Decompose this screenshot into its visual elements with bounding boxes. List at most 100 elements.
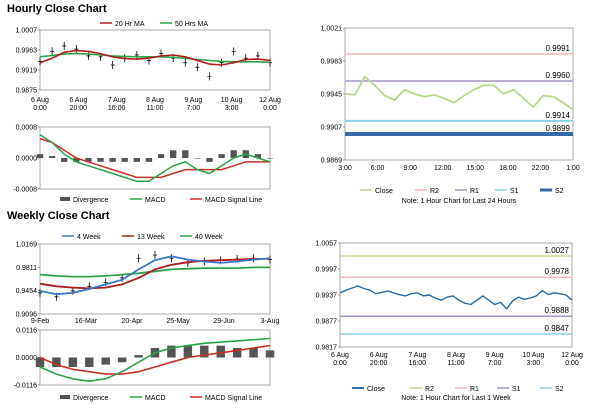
weekly-levels-note: Note: 1 Hour Chart for Last 1 Week bbox=[401, 395, 511, 402]
hourly-macd-divergence-bar bbox=[254, 154, 262, 158]
hourly-levels-s2-label: 0.9899 bbox=[546, 124, 571, 133]
weekly-macd-ytick-label: 0.0000 bbox=[16, 355, 38, 362]
weekly-price-xtick-label: 25-May bbox=[166, 318, 190, 325]
hourly-levels-ytick-label: 0.9869 bbox=[321, 158, 343, 165]
hourly-levels-s2-legend-label: S2 bbox=[555, 188, 564, 195]
hourly-price-xtick-label: 10 Aug bbox=[221, 97, 243, 104]
hourly-levels-r1-legend-label: R1 bbox=[470, 188, 479, 195]
hourly-price-xtick-label: 20:00 bbox=[70, 105, 88, 112]
hourly-macd-ytick-label: -0.0008 bbox=[13, 187, 37, 194]
hourly-price-ytick-label: 0.9919 bbox=[16, 68, 38, 75]
weekly-levels-xtick-label: 20:00 bbox=[370, 360, 388, 367]
hourly-levels-r2-legend-label: R2 bbox=[430, 188, 439, 195]
weekly-price-ytick-label: 0.9811 bbox=[16, 265, 37, 272]
weekly-levels-xtick-label: 12 Aug bbox=[561, 352, 583, 359]
weekly-price-ytick-label: 0.9096 bbox=[16, 312, 38, 319]
weekly-macd-macd-line bbox=[39, 337, 271, 383]
hourly-price-ytick-label: 0.9963 bbox=[16, 48, 38, 55]
weekly-macd-ytick-label: -0.0116 bbox=[14, 383, 37, 390]
weekly-macd-divergence-legend-label: Divergence bbox=[73, 395, 109, 402]
hourly-levels-s1-label: 0.9914 bbox=[546, 111, 571, 120]
hourly-macd-signal-legend-label: MACD Signal Line bbox=[205, 197, 262, 204]
weekly-levels-s2-legend-label: S2 bbox=[555, 386, 564, 393]
hourly-macd-divergence-bar bbox=[194, 158, 201, 159]
weekly-levels-r2-legend-label: R2 bbox=[425, 386, 434, 393]
hourly-price-xtick-label: 6 Aug bbox=[31, 97, 49, 104]
hourly-macd-divergence-bar bbox=[97, 158, 104, 162]
hourly-levels-r2-label: 0.9991 bbox=[546, 44, 571, 53]
weekly-macd-divergence-bar bbox=[200, 345, 209, 358]
weekly-levels-xtick-label: 6 Aug bbox=[331, 352, 349, 359]
weekly-levels-ytick-label: 0.9937 bbox=[316, 293, 338, 300]
weekly-price-40week-legend-label: 40 Week bbox=[195, 234, 223, 241]
weekly-levels-ytick-label: 0.9997 bbox=[316, 267, 338, 274]
weekly-levels-ytick-label: 0.9877 bbox=[316, 319, 338, 326]
hourly-price-xtick-label: 7:00 bbox=[187, 105, 201, 112]
weekly-levels-xtick-label: 0:00 bbox=[333, 360, 347, 367]
hourly-macd-divergence-bar bbox=[36, 154, 44, 158]
weekly-levels-close-legend-label: Close bbox=[367, 386, 385, 393]
weekly-macd-macd-legend-label: MACD bbox=[145, 395, 166, 402]
weekly-macd-divergence-bar bbox=[183, 345, 193, 358]
weekly-price-4week-legend-label: 4 Week bbox=[77, 234, 101, 241]
hourly-macd-divergence-bar bbox=[73, 158, 80, 162]
weekly-levels-xtick-label: 7 Aug bbox=[408, 352, 426, 359]
hourly-levels-close-legend-label: Close bbox=[375, 188, 393, 195]
weekly-macd-divergence-bar bbox=[85, 357, 94, 367]
weekly-price-4week-line bbox=[39, 255, 271, 296]
weekly-levels-ytick-label: 1.0057 bbox=[316, 241, 338, 248]
weekly-macd-divergence-bar bbox=[35, 357, 45, 367]
hourly-levels-plot-frame bbox=[344, 27, 574, 161]
hourly-levels-xtick-label: 15:00 bbox=[467, 165, 485, 172]
hourly-macd-divergence-bar bbox=[109, 158, 116, 162]
weekly-price-13week-legend-label: 13 Week bbox=[137, 234, 165, 241]
hourly-macd-divergence-bar bbox=[61, 158, 68, 162]
hourly-macd-macd-line bbox=[39, 134, 271, 183]
weekly-price-xtick-label: 16-Mar bbox=[75, 318, 98, 325]
weekly-levels-xtick-label: 6 Aug bbox=[370, 352, 388, 359]
weekly-macd-divergence-bar bbox=[249, 348, 258, 358]
weekly-levels-ytick-label: 0.9817 bbox=[316, 345, 338, 352]
weekly-macd-signal-legend-label: MACD Signal Line bbox=[205, 395, 262, 402]
weekly-price-plot-frame bbox=[39, 243, 271, 315]
hourly-macd-divergence-bar bbox=[218, 154, 225, 158]
hourly-macd-divergence-legend-label: Divergence bbox=[73, 197, 109, 204]
weekly-macd-divergence-bar bbox=[101, 357, 110, 365]
hourly-price-ma20-line bbox=[39, 49, 271, 66]
hourly-macd-divergence-legend-swatch bbox=[60, 197, 70, 201]
weekly-macd-divergence-bar bbox=[216, 345, 225, 358]
weekly-price-ytick-label: 1.0169 bbox=[16, 242, 38, 249]
hourly-price-xtick-label: 12 Aug bbox=[259, 97, 281, 104]
weekly-levels-xtick-label: 11:00 bbox=[448, 360, 465, 367]
hourly-levels-xtick-label: 18:00 bbox=[499, 165, 517, 172]
hourly-macd-divergence-bar bbox=[230, 150, 237, 158]
hourly-price-xtick-label: 7 Aug bbox=[108, 97, 126, 104]
hourly-levels-ytick-label: 0.9983 bbox=[321, 59, 343, 66]
hourly-macd-divergence-bar bbox=[48, 156, 56, 158]
hourly-price-xtick-label: 11:00 bbox=[147, 105, 164, 112]
hourly-macd-ytick-label: 0.0008 bbox=[16, 125, 38, 132]
weekly-price-13week-line bbox=[39, 257, 270, 290]
weekly-macd-divergence-bar bbox=[68, 357, 78, 367]
weekly-macd-divergence-bar bbox=[117, 357, 127, 363]
hourly-levels-xtick-label: 6:00 bbox=[371, 165, 385, 172]
hourly-levels-xtick-label: 22:00 bbox=[532, 165, 550, 172]
weekly-levels-xtick-label: 9 Aug bbox=[486, 352, 504, 359]
hourly-macd-divergence-bar bbox=[266, 158, 274, 159]
hourly-levels-xtick-label: 12:00 bbox=[434, 165, 452, 172]
hourly-price-plot-frame bbox=[39, 29, 271, 91]
weekly-price-xtick-label: 9-Feb bbox=[31, 318, 49, 325]
hourly-levels-r1-label: 0.9960 bbox=[546, 71, 571, 80]
hourly-levels-xtick-label: 1:00 bbox=[566, 165, 580, 172]
weekly-macd-divergence-bar bbox=[265, 350, 275, 358]
hourly-price-ytick-label: 0.9875 bbox=[16, 88, 38, 95]
hourly-macd-divergence-bar bbox=[133, 158, 141, 162]
hourly-price-ytick-label: 1.0007 bbox=[16, 28, 38, 35]
hourly-macd-divergence-bar bbox=[157, 154, 165, 158]
weekly-levels-s1-legend-label: S1 bbox=[512, 386, 521, 393]
weekly-price-xtick-label: 3-Aug bbox=[261, 318, 280, 325]
hourly-price-ma20-legend-label: 20 Hr MA bbox=[115, 21, 145, 28]
weekly-section-title: Weekly Close Chart bbox=[7, 210, 110, 222]
weekly-price-40week-line bbox=[39, 266, 270, 278]
